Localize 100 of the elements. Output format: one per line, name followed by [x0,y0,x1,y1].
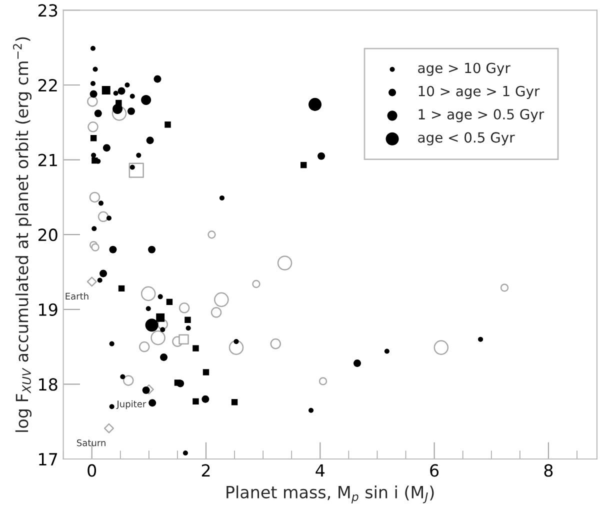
point [90,81,96,86]
point [92,226,97,232]
point [138,341,150,352]
annotation: Saturn [76,439,106,446]
point [478,336,484,342]
x-tick-label: 4 [316,464,325,477]
point [148,399,156,407]
point [308,408,314,413]
point [98,211,109,222]
point [130,164,135,170]
y-axis-title: log F$_{XUV}$ accumulated at planet orbit (erg cm$^{−2}$) [13,37,32,432]
point [145,318,158,332]
legend-label: age > 10 Gyr [418,62,510,76]
point [90,46,96,51]
point [156,313,165,322]
point [106,216,112,221]
legend-label: 10 > age > 1 Gyr [418,86,540,100]
point [109,341,114,346]
y-tick-label: 20 [38,228,58,242]
legend-label: 1 > age > 0.5 Gyr [418,109,544,122]
point [102,144,110,152]
point [122,375,134,386]
x-tick-label: 6 [430,464,439,477]
y-tick-label: 17 [39,453,58,466]
point [118,285,125,292]
point [120,374,126,380]
point [86,276,97,287]
point [214,292,229,308]
point [98,200,104,206]
point [160,354,168,362]
point [300,162,307,168]
y-tick-label: 21 [38,154,57,166]
point [186,326,191,331]
point [87,96,98,107]
point [128,162,144,178]
legend-label: age < 0.5 Gyr [418,132,515,146]
point [184,316,191,323]
point [158,294,163,300]
point [202,369,210,376]
point [109,404,114,410]
y-tick-label: 18 [39,378,58,391]
point [176,380,184,388]
point [318,377,328,386]
point [91,152,96,158]
point [113,90,118,96]
annotation: Earth [66,292,88,300]
point [102,86,110,94]
point [146,136,154,144]
x-tick-label: 2 [202,464,210,477]
point [100,270,108,278]
point [384,348,390,354]
point [192,345,199,352]
point [148,246,156,254]
point [270,338,282,350]
point [192,398,199,405]
point [164,122,171,128]
point [228,340,244,355]
point [140,286,156,302]
point [178,302,190,314]
point [142,386,150,394]
point [97,278,102,283]
point [92,66,98,72]
point [166,298,173,306]
point [146,306,151,312]
point [219,195,224,200]
point [89,192,100,203]
point [434,340,449,355]
point [130,94,135,99]
point [150,330,166,346]
point [318,152,326,160]
point [94,110,102,118]
point [178,334,189,344]
point [91,243,100,252]
point [90,90,98,98]
point [104,423,114,434]
point [127,107,135,115]
point [182,450,188,456]
point [154,75,162,83]
point [109,246,117,254]
point [231,399,238,406]
x-tick-label: 0 [88,464,96,477]
y-tick-label: 23 [38,4,58,17]
point [308,98,322,111]
point [118,87,126,95]
point [124,82,130,88]
point [136,152,142,158]
point [210,307,222,318]
point [208,230,216,239]
point [160,327,166,332]
point [141,94,152,105]
point [90,135,97,142]
y-tick-label: 19 [39,303,58,316]
point [234,339,239,344]
annotation: Jupiter [116,400,146,410]
point [354,360,361,367]
point [202,395,210,403]
point [500,284,509,292]
point [88,122,98,132]
point [252,280,260,288]
point [277,256,292,270]
